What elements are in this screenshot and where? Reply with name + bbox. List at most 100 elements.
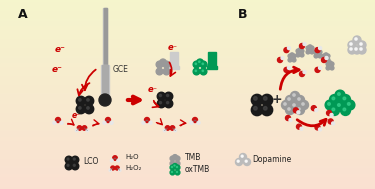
Circle shape — [335, 90, 345, 100]
Bar — [0, 149, 375, 150]
Bar — [0, 175, 375, 176]
Circle shape — [195, 70, 196, 71]
Bar — [169, 66, 179, 69]
Bar — [0, 126, 375, 127]
Circle shape — [67, 158, 69, 160]
Circle shape — [325, 100, 335, 110]
Circle shape — [170, 156, 175, 161]
Circle shape — [86, 129, 88, 132]
Circle shape — [316, 49, 320, 53]
Bar — [0, 128, 375, 129]
Circle shape — [285, 115, 291, 121]
Bar — [0, 82, 375, 83]
Bar — [0, 7, 375, 8]
Circle shape — [285, 95, 294, 105]
Circle shape — [254, 97, 257, 100]
Bar — [0, 43, 375, 44]
Circle shape — [87, 107, 89, 109]
Bar — [0, 40, 375, 41]
Circle shape — [103, 121, 106, 124]
Circle shape — [327, 111, 332, 115]
Bar — [0, 25, 375, 26]
Circle shape — [60, 121, 63, 124]
Circle shape — [326, 54, 330, 58]
Bar — [0, 120, 375, 121]
Bar — [0, 81, 375, 82]
Bar — [0, 117, 375, 118]
Circle shape — [75, 129, 78, 132]
Bar — [0, 37, 375, 38]
Bar — [0, 29, 375, 30]
Circle shape — [166, 101, 169, 104]
Circle shape — [170, 161, 175, 166]
Bar — [0, 35, 375, 36]
Circle shape — [288, 108, 290, 110]
Bar — [0, 179, 375, 180]
Circle shape — [318, 50, 322, 54]
Wedge shape — [170, 62, 178, 66]
Circle shape — [293, 104, 295, 106]
Bar — [103, 8, 107, 103]
Bar — [0, 121, 375, 122]
Circle shape — [193, 61, 200, 68]
Bar — [0, 58, 375, 59]
Bar — [0, 47, 375, 48]
Bar — [0, 4, 375, 5]
Circle shape — [358, 46, 366, 54]
Bar — [0, 162, 375, 163]
Circle shape — [302, 103, 304, 105]
Circle shape — [330, 62, 334, 66]
Bar — [0, 34, 375, 35]
Bar — [0, 171, 375, 172]
Bar — [0, 87, 375, 88]
Circle shape — [110, 121, 113, 124]
Bar — [0, 12, 375, 13]
Bar — [0, 72, 375, 73]
Bar — [0, 28, 375, 29]
Bar — [0, 94, 375, 95]
Circle shape — [175, 170, 180, 175]
Bar — [0, 158, 375, 159]
Bar — [0, 46, 375, 47]
Bar — [0, 146, 375, 147]
Bar — [0, 54, 375, 55]
Circle shape — [149, 121, 152, 124]
Bar — [0, 65, 375, 66]
Bar — [0, 135, 375, 136]
Circle shape — [261, 94, 273, 106]
Bar — [0, 64, 375, 65]
Bar — [0, 137, 375, 138]
Bar — [0, 172, 375, 173]
Bar — [0, 61, 375, 62]
Circle shape — [74, 158, 75, 160]
Circle shape — [142, 121, 145, 124]
Circle shape — [318, 47, 321, 50]
Circle shape — [174, 165, 175, 166]
Circle shape — [163, 68, 170, 75]
Bar — [0, 127, 375, 128]
Circle shape — [318, 54, 322, 58]
Text: H₂O: H₂O — [125, 154, 138, 160]
Circle shape — [84, 104, 94, 114]
Circle shape — [197, 121, 200, 124]
Circle shape — [157, 92, 165, 101]
Circle shape — [175, 165, 180, 170]
Circle shape — [264, 97, 267, 100]
Circle shape — [165, 92, 173, 101]
Bar — [207, 66, 217, 69]
Circle shape — [87, 99, 89, 101]
Circle shape — [76, 96, 86, 106]
Bar — [0, 114, 375, 115]
Circle shape — [322, 54, 326, 58]
Bar — [0, 70, 375, 71]
Bar — [0, 30, 375, 31]
Bar — [0, 74, 375, 75]
Bar — [0, 22, 375, 23]
Circle shape — [298, 98, 300, 100]
Bar — [0, 50, 375, 51]
Circle shape — [300, 71, 304, 77]
Bar — [0, 183, 375, 184]
Circle shape — [254, 107, 257, 110]
Bar — [0, 109, 375, 110]
Circle shape — [330, 94, 339, 105]
